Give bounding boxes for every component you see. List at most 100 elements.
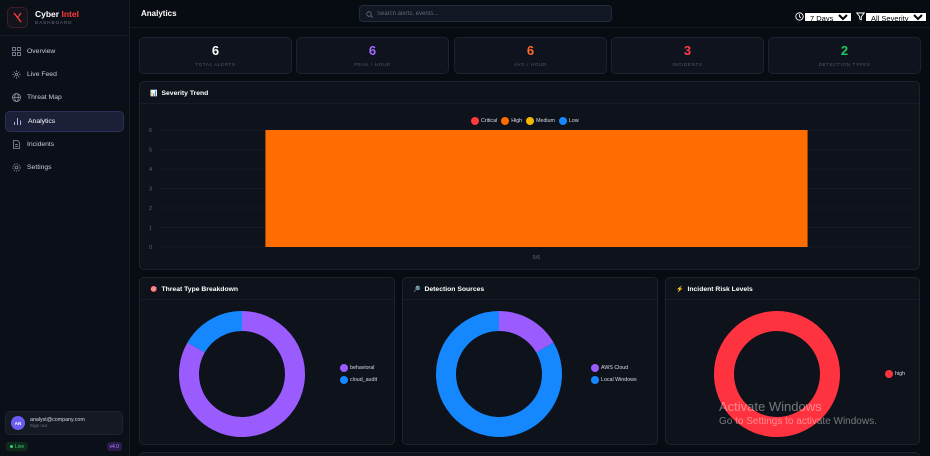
chart-legend: Critical High Medium Low bbox=[471, 117, 583, 125]
sidebar-item-label: Analytics bbox=[28, 117, 56, 125]
search-box[interactable] bbox=[359, 5, 612, 22]
chart-legend: high bbox=[885, 370, 909, 382]
legend-item[interactable]: AWS Cloud bbox=[591, 364, 637, 372]
legend-swatch bbox=[471, 117, 479, 125]
stat-value: 6 bbox=[526, 43, 535, 58]
logo bbox=[7, 7, 28, 28]
legend-swatch bbox=[885, 370, 893, 378]
legend-label: Critical bbox=[481, 118, 498, 124]
sidebar-item-analytics[interactable]: Analytics bbox=[5, 110, 124, 132]
y-tick-label: 3 bbox=[149, 187, 152, 193]
stat-value: 3 bbox=[683, 43, 692, 58]
threat-type-donut bbox=[179, 311, 305, 437]
header: Analytics 7 Days All Severity bbox=[130, 0, 930, 28]
legend-label: Low bbox=[568, 118, 579, 124]
stat-label: AVG / HOUR bbox=[514, 62, 547, 67]
live-dot-icon bbox=[10, 445, 13, 448]
bar-high bbox=[265, 130, 808, 247]
globe-icon bbox=[11, 93, 21, 103]
legend-label: Medium bbox=[536, 118, 555, 124]
stat-label: PEAK / HOUR bbox=[354, 62, 391, 67]
legend-item[interactable]: Low bbox=[558, 117, 579, 125]
stat-label: INCIDENTS bbox=[672, 62, 703, 67]
legend-label: Local Windows bbox=[601, 377, 637, 383]
stat-card-total-alerts: 6 TOTAL ALERTS bbox=[139, 37, 292, 74]
activate-windows-watermark: Activate Windows Go to Settings to activ… bbox=[719, 399, 877, 427]
legend-item[interactable]: behavioral bbox=[340, 364, 377, 372]
stat-label: DETECTION TYPES bbox=[818, 62, 871, 67]
sidebar: Cyber Intel DASHBOARD Overview Live Feed… bbox=[0, 0, 130, 456]
sidebar-item-overview[interactable]: Overview bbox=[5, 41, 124, 62]
brand: Cyber Intel DASHBOARD bbox=[0, 0, 129, 36]
slice-local-windows bbox=[436, 311, 562, 437]
legend-item[interactable]: High bbox=[501, 117, 522, 125]
panel-title: ⚡ Incident Risk Levels bbox=[676, 286, 753, 293]
stat-card-peak-hour: 6 PEAK / HOUR bbox=[296, 37, 449, 74]
next-panel bbox=[139, 452, 920, 456]
avatar: AN bbox=[11, 416, 25, 430]
time-range-select[interactable]: 7 Days bbox=[804, 12, 852, 22]
legend-label: behavioral bbox=[350, 365, 375, 371]
legend-item[interactable]: Medium bbox=[526, 117, 555, 125]
magnifier-icon: 🔎 bbox=[413, 287, 421, 293]
legend-label: high bbox=[895, 371, 906, 377]
sidebar-item-label: Incidents bbox=[27, 140, 55, 148]
page-title: Analytics bbox=[141, 9, 177, 18]
stat-value: 6 bbox=[368, 43, 377, 58]
sidebar-item-label: Live Feed bbox=[27, 71, 57, 79]
sidebar-item-threat-map[interactable]: Threat Map bbox=[5, 87, 124, 108]
slice-aws-cloud bbox=[498, 311, 554, 353]
chart-icon: 📊 bbox=[150, 91, 158, 97]
sidebar-item-label: Threat Map bbox=[27, 94, 62, 102]
target-icon: 🎯 bbox=[150, 287, 158, 293]
stat-card-incidents: 3 INCIDENTS bbox=[611, 37, 764, 74]
severity-select[interactable]: All Severity bbox=[865, 12, 927, 22]
stat-card-avg-hour: 6 AVG / HOUR bbox=[454, 37, 607, 74]
search-icon bbox=[366, 5, 373, 23]
document-icon bbox=[11, 139, 21, 149]
sign-out-link[interactable]: Sign out bbox=[30, 423, 47, 429]
y-tick-label: 1 bbox=[149, 226, 152, 232]
panel-title: 📊 Severity Trend bbox=[150, 90, 209, 97]
legend-item[interactable]: high bbox=[885, 370, 905, 378]
detection-sources-panel: 🔎 Detection Sources AWS Cloud Local Window… bbox=[402, 277, 658, 445]
y-tick-label: 0 bbox=[149, 245, 152, 251]
chart-legend: behavioral cloud_audit bbox=[340, 364, 381, 388]
user-card[interactable]: AN analyst@company.com Sign out bbox=[5, 411, 123, 435]
filter-icon bbox=[855, 8, 866, 26]
live-status-badge: Live bbox=[6, 442, 29, 451]
legend-label: High bbox=[511, 118, 523, 124]
incident-risk-donut bbox=[714, 311, 840, 437]
sidebar-item-label: Overview bbox=[27, 48, 56, 55]
severity-filter: All Severity bbox=[855, 8, 927, 26]
slice-high bbox=[714, 311, 840, 437]
legend-label: cloud_audit bbox=[350, 377, 378, 383]
sidebar-item-label: Settings bbox=[27, 163, 52, 171]
severity-trend-panel: 📊 Severity Trend Critical High Medium Low 0 1… bbox=[139, 81, 920, 270]
threat-type-panel: 🎯 Threat Type Breakdown behavioral cloud_a… bbox=[139, 277, 395, 445]
sidebar-item-live-feed[interactable]: Live Feed bbox=[5, 64, 124, 85]
gear-icon bbox=[11, 162, 21, 172]
bar-chart-icon bbox=[12, 116, 22, 126]
y-tick-label: 2 bbox=[149, 206, 152, 212]
brand-name: Cyber Intel bbox=[35, 9, 79, 19]
legend-item[interactable]: Local Windows bbox=[591, 376, 637, 384]
legend-swatch bbox=[558, 117, 567, 125]
y-tick-label: 6 bbox=[149, 128, 152, 134]
radar-icon bbox=[11, 70, 21, 80]
y-tick-label: 5 bbox=[149, 148, 152, 154]
lightning-icon: ⚡ bbox=[676, 287, 684, 293]
legend-item[interactable]: Critical bbox=[471, 117, 497, 125]
detection-sources-donut bbox=[436, 311, 562, 437]
legend-swatch bbox=[340, 364, 348, 372]
sidebar-nav: Overview Live Feed Threat Map Analytics … bbox=[5, 41, 124, 180]
grid-icon bbox=[11, 47, 21, 57]
brand-subtitle: DASHBOARD bbox=[35, 19, 73, 25]
incident-risk-panel: ⚡ Incident Risk Levels high bbox=[665, 277, 920, 445]
legend-item[interactable]: cloud_audit bbox=[340, 376, 377, 384]
x-tick-label: 5/6 bbox=[533, 255, 541, 261]
sidebar-item-settings[interactable]: Settings bbox=[5, 157, 124, 178]
search-input[interactable] bbox=[377, 10, 597, 17]
legend-swatch bbox=[591, 364, 599, 372]
sidebar-item-incidents[interactable]: Incidents bbox=[5, 134, 124, 155]
